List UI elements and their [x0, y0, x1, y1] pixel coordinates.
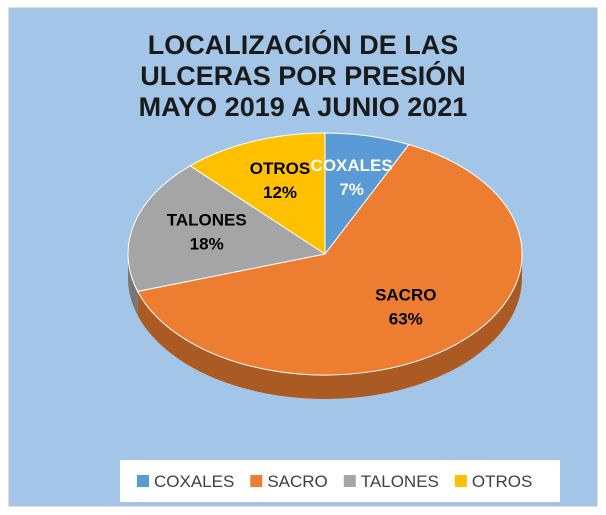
data-label-name: TALONES [167, 210, 247, 229]
slice [136, 143, 523, 376]
data-label-value: 7% [339, 180, 364, 199]
data-label: TALONES 18% [167, 210, 247, 253]
slice [189, 132, 326, 255]
legend-swatch [343, 475, 356, 487]
legend-label: COXALES [154, 472, 234, 491]
slice-side [137, 254, 523, 399]
legend-swatch [137, 475, 149, 487]
chart-title: LOCALIZACIÓN DE LAS ULCERAS POR PRESIÓN … [138, 30, 468, 122]
legend-box [120, 460, 560, 502]
data-label: COXALES 7% [311, 156, 393, 199]
legend-swatch [250, 475, 263, 487]
legend-label: TALONES [361, 472, 439, 491]
data-label: OTROS 12% [250, 159, 310, 202]
data-label-name: SACRO [375, 285, 436, 304]
data-label-value: 12% [263, 183, 297, 202]
data-label-value: 18% [190, 234, 224, 253]
slice [127, 165, 327, 292]
data-label: SACRO 63% [375, 285, 436, 328]
legend-label: OTROS [472, 472, 532, 491]
data-label-name: OTROS [250, 159, 310, 178]
slice-side [128, 254, 138, 316]
data-label-name: COXALES [311, 156, 393, 175]
data-label-value: 63% [389, 309, 423, 328]
legend-label: SACRO [267, 472, 327, 491]
legend-swatch [454, 475, 467, 487]
